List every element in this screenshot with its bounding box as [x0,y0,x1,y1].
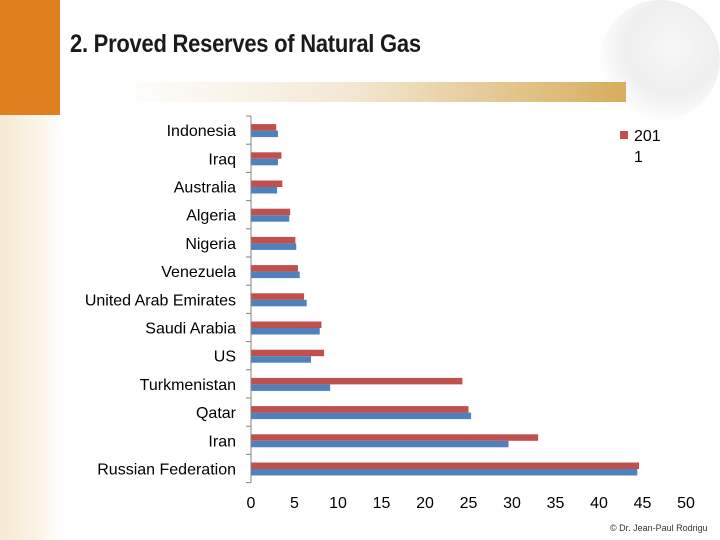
bar-series-2 [251,272,300,279]
category-label: Australia [174,180,236,197]
bar-series-2 [251,300,307,307]
bar-series-2011 [251,434,538,441]
bar-series-2011 [251,463,639,470]
bar-series-2011 [251,350,324,357]
bar-series-2011 [251,152,281,159]
bar-series-2011 [251,293,304,300]
category-label: United Arab Emirates [85,292,236,309]
category-label: US [214,349,236,366]
x-tick-label: 15 [373,495,391,512]
x-tick-label: 5 [290,495,299,512]
x-tick-label: 20 [416,495,434,512]
category-label: Indonesia [167,123,236,140]
bar-series-2011 [251,265,298,272]
bar-series-2011 [251,378,462,385]
bar-series-2 [251,469,637,476]
bar-series-2 [251,441,509,448]
bar-series-2 [251,384,330,391]
category-label: Iran [208,433,236,450]
x-tick-label: 30 [503,495,521,512]
bar-series-2 [251,159,278,166]
category-label: Qatar [196,405,237,422]
bar-series-2011 [251,124,276,131]
x-tick-label: 50 [677,495,695,512]
bar-series-2 [251,243,296,250]
bar-series-2 [251,215,289,222]
x-tick-label: 25 [460,495,478,512]
legend-label: 201 [634,128,661,145]
category-label: Saudi Arabia [145,321,236,338]
category-label: Iraq [208,151,236,168]
bar-series-2 [251,413,471,420]
bar-series-2011 [251,322,321,329]
bar-series-2011 [251,406,469,413]
bar-series-2 [251,131,278,138]
x-tick-label: 10 [329,495,347,512]
category-label: Venezuela [161,264,236,281]
x-tick-label: 0 [247,495,256,512]
category-label: Algeria [186,208,236,225]
x-tick-label: 35 [547,495,565,512]
legend-swatch [620,131,628,139]
bar-series-2 [251,328,320,335]
category-label: Turkmenistan [140,377,236,394]
x-tick-label: 40 [590,495,608,512]
x-tick-label: 45 [634,495,652,512]
bar-series-2011 [251,181,282,188]
bar-series-2 [251,356,311,363]
bar-series-2011 [251,237,295,244]
category-label: Russian Federation [97,462,236,479]
category-label: Nigeria [185,236,236,253]
legend-label: 1 [634,149,643,166]
copyright-footer: © Dr. Jean-Paul Rodrigu [610,523,708,533]
bar-series-2011 [251,209,290,216]
bar-series-2 [251,187,277,194]
